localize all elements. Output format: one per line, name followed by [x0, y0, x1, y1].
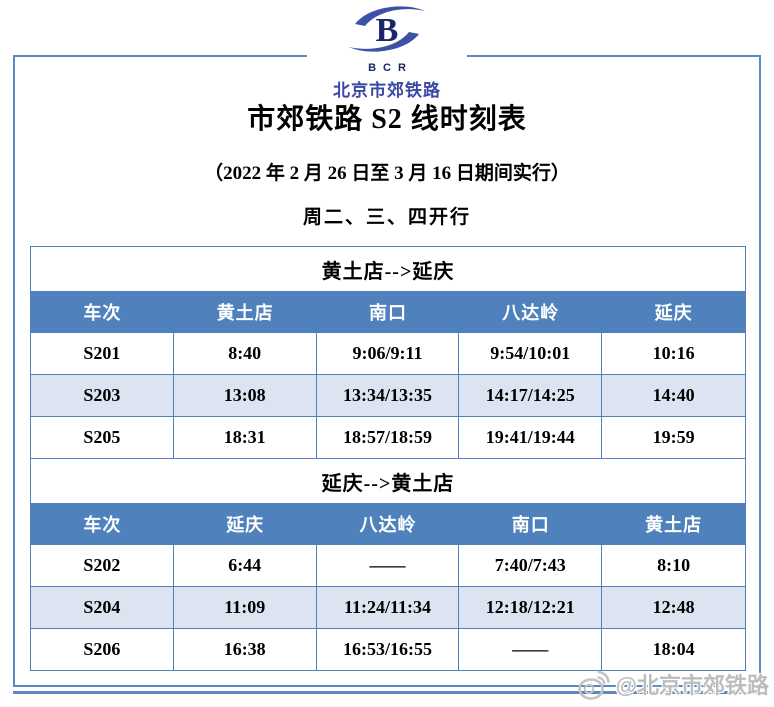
weibo-eye-icon — [577, 670, 610, 700]
time-cell: 12:18/12:21 — [459, 587, 603, 628]
time-cell: 16:53/16:55 — [317, 629, 460, 670]
timetables: 黄土店-->延庆 车次 黄土店 南口 八达岭 延庆 S201 8:40 9:06/9:11 9:5… — [30, 246, 746, 671]
time-cell: 10:16 — [652, 343, 695, 363]
bcr-railway-logo-icon: B — [349, 6, 425, 52]
timetable-inbound: 延庆-->黄土店 车次 延庆 八达岭 南口 黄土店 S202 6:44 —— 7:40/7:43 8… — [30, 459, 746, 671]
bottom-border-line — [13, 691, 761, 694]
direction-header: 延庆-->黄土店 — [31, 459, 745, 504]
column-header: 车次 — [83, 515, 122, 535]
column-header: 南口 — [368, 303, 407, 323]
column-header: 南口 — [511, 515, 550, 535]
svg-text:B: B — [376, 12, 399, 49]
table-row: S204 11:09 11:24/11:34 12:18/12:21 12:48 — [31, 586, 745, 628]
time-cell: 13:34/13:35 — [317, 375, 460, 416]
direction-header: 黄土店-->延庆 — [31, 247, 745, 292]
train-number-cell: S203 — [31, 375, 174, 416]
train-number-cell: S206 — [31, 629, 174, 670]
validity-dates: （2022 年 2 月 26 日至 3 月 16 日期间实行） — [204, 163, 570, 184]
watermark-handle: @北京市郊铁路 — [615, 673, 769, 698]
column-header: 黄土店 — [645, 515, 703, 535]
timetable-outbound: 黄土店-->延庆车次 黄土店 南口 八达岭 延庆 S201 8:40 9:06/9:11 9:5… — [30, 246, 746, 459]
table-row: S201 8:40 9:06/9:11 9:54/10:01 10:16 — [31, 332, 745, 374]
time-cell: 11:09 — [174, 587, 317, 628]
time-cell: 9:54/10:01 — [459, 333, 603, 374]
operating-days-note: 周二、三、四开行 — [302, 207, 471, 228]
logo-acronym: BCR — [368, 62, 413, 74]
page-title: 市郊铁路 S2 线时刻表 — [247, 104, 527, 135]
watermark: @北京市郊铁路 — [577, 666, 769, 702]
table-row: S203 13:08 13:34/13:35 14:17/14:25 14:40 — [31, 374, 745, 416]
time-cell: 14:17/14:25 — [459, 375, 603, 416]
column-header: 延庆 — [226, 515, 265, 535]
time-cell: 14:40 — [652, 385, 695, 405]
time-cell: 11:24/11:34 — [317, 587, 460, 628]
time-cell: 19:41/19:44 — [459, 417, 603, 458]
train-number-cell: S204 — [31, 587, 174, 628]
time-cell: 16:38 — [174, 629, 317, 670]
time-cell: 8:40 — [174, 333, 317, 374]
time-cell: —— — [459, 629, 603, 670]
time-cell: 13:08 — [174, 375, 317, 416]
column-header-row: 车次 黄土店 南口 八达岭 延庆 — [31, 292, 745, 332]
column-header: 车次 — [83, 303, 122, 323]
table-row: S206 16:38 16:53/16:55 —— 18:04 — [31, 628, 745, 670]
time-cell: 8:10 — [657, 555, 691, 575]
column-header: 延庆 — [654, 303, 693, 323]
train-number-cell: S202 — [31, 545, 174, 586]
logo-name: 北京市郊铁路 — [333, 81, 441, 100]
time-cell: 18:57/18:59 — [317, 417, 460, 458]
time-cell: 6:44 — [174, 545, 317, 586]
table-row: S202 6:44 —— 7:40/7:43 8:10 — [31, 544, 745, 586]
column-header: 八达岭 — [359, 515, 417, 535]
time-cell: 7:40/7:43 — [459, 545, 603, 586]
time-cell: 19:59 — [652, 427, 695, 447]
train-number-cell: S205 — [31, 417, 174, 458]
logo: B BCR 北京市郊铁路 — [307, 2, 467, 101]
column-header-row: 车次 延庆 八达岭 南口 黄土店 — [31, 504, 745, 544]
time-cell: 12:48 — [652, 597, 695, 617]
time-cell: 9:06/9:11 — [317, 333, 460, 374]
time-cell: 18:04 — [652, 639, 695, 659]
column-header: 八达岭 — [502, 303, 560, 323]
time-cell: —— — [317, 545, 460, 586]
table-row: S205 18:31 18:57/18:59 19:41/19:44 19:59 — [31, 416, 745, 458]
time-cell: 18:31 — [174, 417, 317, 458]
column-header: 黄土店 — [216, 303, 274, 323]
train-number-cell: S201 — [31, 333, 174, 374]
